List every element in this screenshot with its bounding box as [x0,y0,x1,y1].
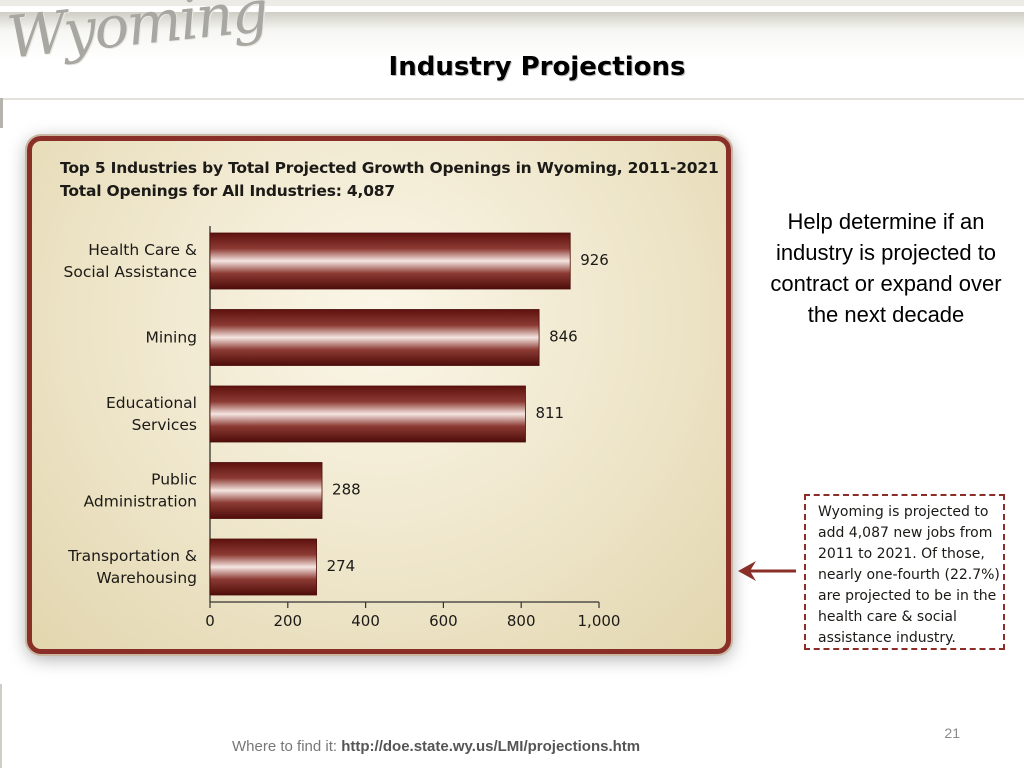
page-number: 21 [944,725,960,741]
x-tick-label: 200 [273,612,302,630]
x-tick-label: 600 [429,612,458,630]
x-tick-label: 400 [351,612,380,630]
category-label: Transportation & [67,547,197,565]
category-label: Services [132,416,197,434]
chart-title: Top 5 Industries by Total Projected Grow… [60,157,720,203]
bar [209,462,323,519]
category-label: Public [151,471,197,489]
bar-value-label: 846 [549,328,578,346]
footer-prefix: Where to find it: [232,738,342,755]
page-title: Industry Projections [388,52,686,82]
category-label: Educational [106,394,197,412]
footer-url-link[interactable]: http://doe.state.wy.us/LMI/projections.h… [341,738,641,755]
chart-title-line2: Total Openings for All Industries: 4,087 [60,182,395,200]
left-accent-rule [0,98,3,128]
x-tick-label: 0 [205,612,215,630]
bar-value-label: 811 [535,404,564,422]
bar-value-label: 274 [327,557,356,575]
x-tick-label: 800 [507,612,536,630]
footer: Where to find it: http://doe.state.wy.us… [232,738,640,755]
header-band [0,0,1024,100]
category-label: Administration [84,493,197,511]
category-label: Warehousing [96,569,197,587]
callout-text: Wyoming is projected to add 4,087 new jo… [818,504,1000,646]
bar [209,309,540,366]
side-note: Help determine if an industry is project… [770,209,1002,327]
left-arrow-icon [738,561,796,581]
callout-box [804,494,1005,650]
chart-title-line1: Top 5 Industries by Total Projected Grow… [60,159,719,177]
category-label: Social Assistance [64,263,197,281]
bar [209,385,526,443]
left-accent-rule-bottom [0,684,2,768]
category-label: Mining [146,329,197,347]
header-rule [0,98,1024,100]
bar [209,232,571,290]
x-tick-label: 1,000 [578,612,621,630]
bar [209,538,317,596]
category-label: Health Care & [88,241,197,259]
bar-value-label: 288 [332,481,361,499]
bar-value-label: 926 [580,251,609,269]
